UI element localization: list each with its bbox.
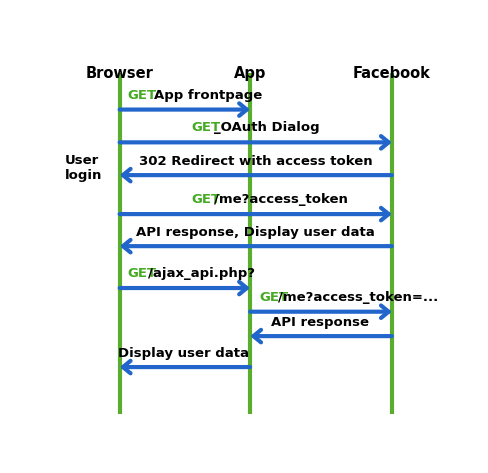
Text: GET: GET [191, 122, 221, 134]
Text: API response: API response [271, 316, 369, 329]
Text: GET: GET [127, 88, 156, 102]
Text: Display user data: Display user data [119, 347, 249, 360]
Text: _OAuth Dialog: _OAuth Dialog [214, 122, 320, 134]
Text: User
login: User login [65, 154, 102, 182]
Text: GET: GET [191, 193, 221, 206]
Text: /me?access_token=...: /me?access_token=... [279, 291, 439, 304]
Text: Facebook: Facebook [353, 66, 431, 81]
Text: /ajax_api.php?: /ajax_api.php? [148, 267, 255, 280]
Text: GET: GET [127, 267, 156, 280]
Text: Browser: Browser [86, 66, 154, 81]
Text: App: App [234, 66, 266, 81]
Text: /me?access_token: /me?access_token [214, 193, 348, 206]
Text: App frontpage: App frontpage [154, 88, 262, 102]
Text: GET: GET [260, 291, 289, 304]
Text: 302 Redirect with access token: 302 Redirect with access token [139, 155, 372, 168]
Text: API response, Display user data: API response, Display user data [137, 226, 375, 239]
